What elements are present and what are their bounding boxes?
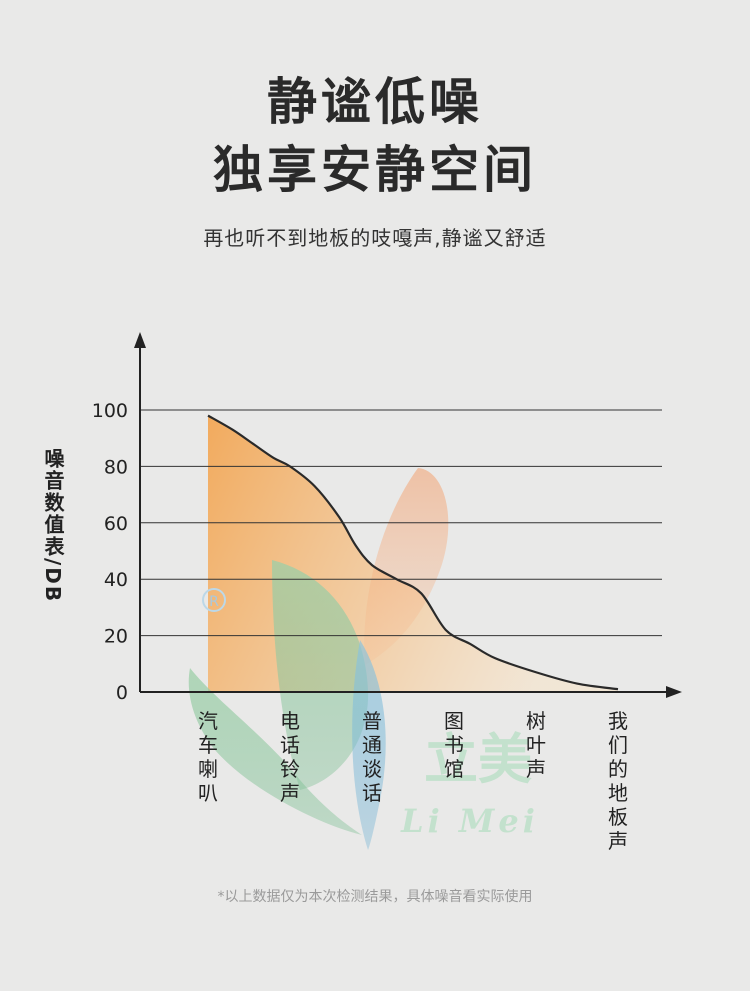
x-category-label: 图书馆 <box>444 709 464 781</box>
y-tick-label: 20 <box>104 626 128 648</box>
watermark-leaf-orange <box>364 468 449 665</box>
watermark-text-cn: 立美 <box>424 728 532 791</box>
x-category-label: 汽车喇叭 <box>198 709 218 805</box>
watermark-leaf-green-left <box>188 668 362 835</box>
y-tick-label: 0 <box>116 682 128 704</box>
title-line-2: 独享安静空间 <box>213 141 537 199</box>
title-line-1: 静谧低噪 <box>267 73 483 131</box>
y-tick-label: 60 <box>104 513 128 535</box>
y-axis-arrow <box>134 332 146 348</box>
x-axis-arrow <box>666 686 682 698</box>
y-tick-label: 80 <box>104 456 128 478</box>
x-category-label: 树叶声 <box>526 709 546 781</box>
y-tick-label: 100 <box>92 400 128 422</box>
x-category-label: 我们的地板声 <box>608 709 628 853</box>
watermark-text-en: Li Mei <box>400 802 539 840</box>
x-category-label: 电话铃声 <box>280 709 300 805</box>
watermark-leaf-green-center <box>272 560 369 790</box>
registered-mark-circle <box>202 588 226 612</box>
y-axis-label: 噪音数值表/DB <box>41 448 65 604</box>
subtitle: 再也听不到地板的吱嘎声,静谧又舒适 <box>203 226 547 250</box>
registered-mark: R <box>209 594 219 610</box>
footnote: *以上数据仅为本次检测结果，具体噪音看实际使用 <box>217 889 533 905</box>
noise-curve-line <box>207 414 619 691</box>
y-tick-label: 40 <box>104 569 128 591</box>
x-category-label: 普通谈话 <box>362 709 382 805</box>
